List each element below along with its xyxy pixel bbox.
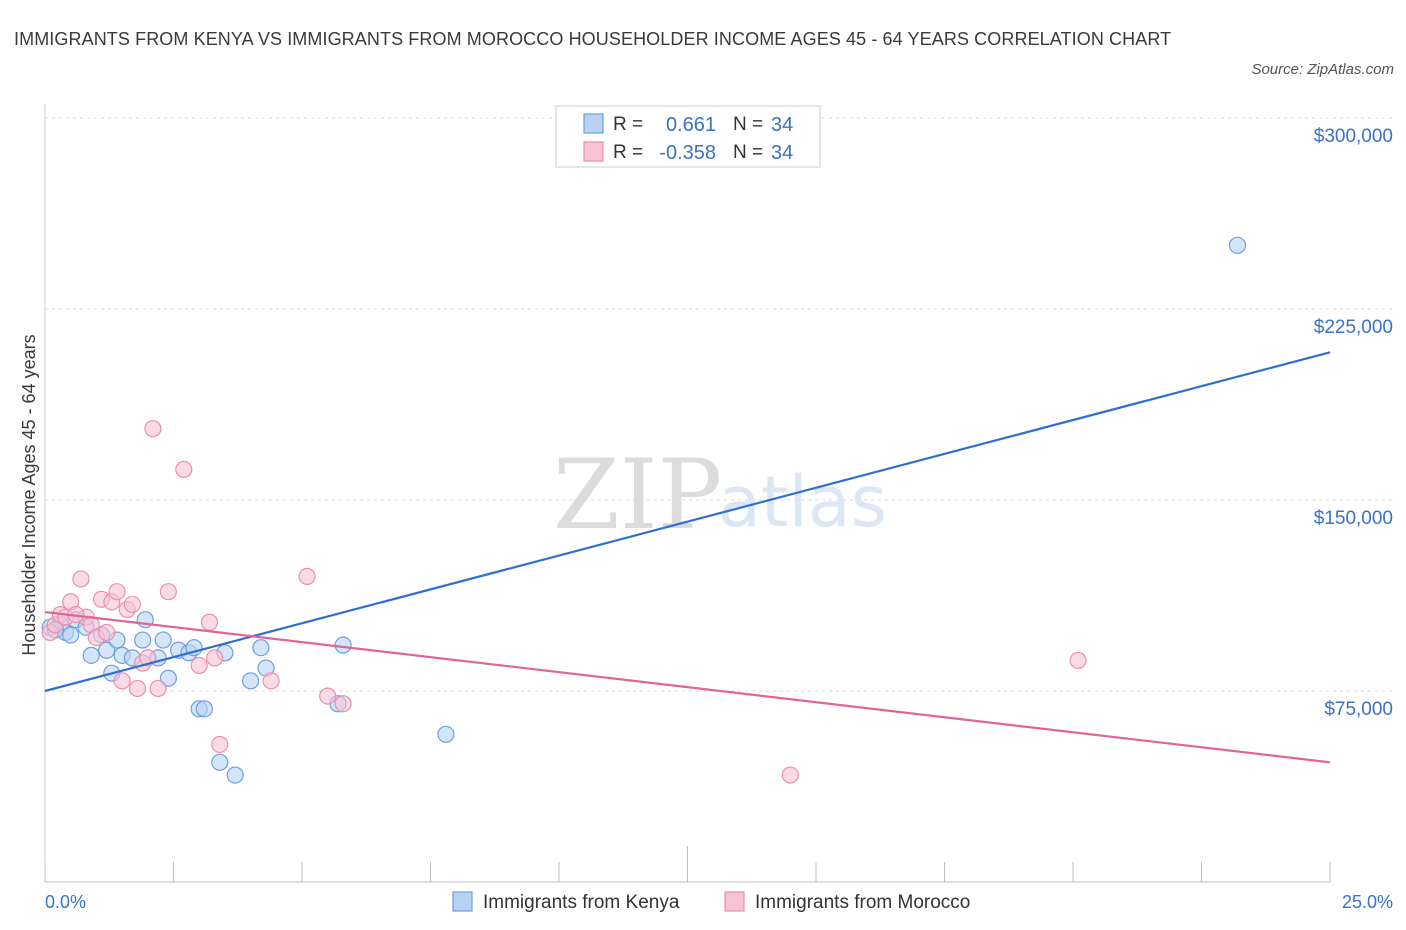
y-tick-label: $75,000 [1324, 699, 1393, 720]
point-kenya [98, 641, 116, 659]
watermark-zip: ZIP [553, 439, 722, 551]
trendline-morocco [44, 610, 1331, 764]
point-kenya [195, 700, 213, 718]
point-kenya [62, 626, 80, 644]
watermark: ZIP atlas [553, 439, 887, 551]
legend-r-label-morocco: R = [613, 142, 643, 163]
point-morocco [149, 679, 167, 698]
x-tick-label-max: 25.0% [1342, 892, 1393, 912]
series-legend-label-kenya: Immigrants from Kenya [483, 892, 680, 913]
grid-layer: $75,000 $150,000 $225,000 $300,000 [45, 117, 1393, 720]
point-morocco [206, 649, 224, 667]
point-morocco [211, 735, 229, 754]
series-legend-swatch-kenya [452, 891, 473, 912]
legend-r-value-kenya: 0.661 [666, 114, 716, 136]
point-kenya [82, 646, 100, 664]
points-layer [41, 236, 1247, 784]
point-morocco [262, 672, 280, 690]
point-kenya [226, 766, 244, 784]
point-morocco [1069, 651, 1087, 670]
axis-layer: 0.0% 25.0% [44, 104, 1393, 912]
series-legend-label-morocco: Immigrants from Morocco [755, 892, 970, 913]
legend-n-label-kenya: N = [733, 114, 763, 135]
point-kenya [154, 631, 172, 649]
x-tick-label-min: 0.0% [45, 892, 86, 912]
legend-swatch-morocco [583, 141, 604, 162]
y-tick-label: $150,000 [1314, 508, 1393, 529]
legend-n-value-kenya: 34 [771, 114, 793, 136]
point-kenya [134, 631, 152, 649]
chart-title: IMMIGRANTS FROM KENYA VS IMMIGRANTS FROM… [14, 29, 1172, 49]
y-tick-label: $225,000 [1314, 317, 1393, 338]
watermark-atlas: atlas [718, 461, 887, 543]
point-morocco [108, 583, 126, 601]
trendline-kenya [44, 351, 1331, 693]
point-morocco [298, 567, 316, 586]
stats-legend: R = 0.661 N = 34 R = -0.358 N = 34 [555, 105, 821, 168]
y-tick-label: $300,000 [1314, 126, 1393, 147]
source-label: Source: ZipAtlas.com [1251, 61, 1394, 78]
point-morocco [200, 613, 219, 631]
point-kenya [1228, 236, 1247, 254]
legend-n-value-morocco: 34 [771, 142, 793, 164]
point-morocco [334, 695, 352, 713]
point-morocco [175, 460, 193, 479]
point-kenya [159, 669, 177, 687]
point-morocco [781, 766, 799, 784]
point-morocco [128, 679, 147, 698]
point-morocco [123, 595, 141, 614]
y-axis-label: Householder Income Ages 45 - 64 years [19, 334, 39, 655]
point-morocco [144, 420, 162, 438]
point-kenya [211, 753, 229, 771]
point-kenya [242, 672, 260, 690]
point-morocco [72, 570, 90, 588]
legend-n-label-morocco: N = [733, 142, 763, 163]
point-kenya [252, 639, 270, 657]
trend-layer [44, 351, 1331, 764]
point-morocco [190, 656, 208, 675]
legend-r-value-morocco: -0.358 [659, 142, 716, 164]
point-morocco [159, 583, 177, 601]
legend-r-label-kenya: R = [613, 114, 643, 135]
series-legend-swatch-morocco [724, 891, 745, 912]
point-morocco [319, 687, 337, 705]
legend-swatch-kenya [583, 113, 604, 134]
series-legend: Immigrants from Kenya Immigrants from Mo… [452, 891, 970, 913]
point-kenya [437, 725, 455, 743]
point-morocco [98, 623, 116, 642]
point-morocco [113, 672, 131, 690]
